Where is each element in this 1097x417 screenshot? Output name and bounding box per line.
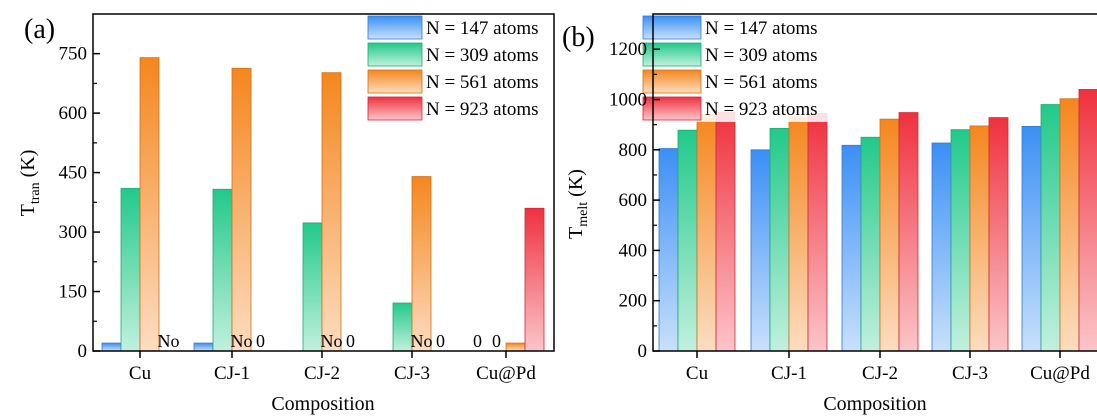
- bar-annotation-a-3: No: [321, 331, 343, 351]
- x-axis-title-a: Composition: [271, 393, 374, 415]
- bar-annotation-a-2: 0: [256, 331, 265, 351]
- legend-b: N = 147 atoms N = 309 atoms N = 561 atoms N…: [641, 14, 835, 122]
- x-tick-label-b-4: Cu@Pd: [1030, 363, 1090, 384]
- bar-a-cj-2-series-1: [302, 222, 323, 352]
- bar-b-cj-1-series-2: [788, 116, 809, 352]
- bar-a-cj-2-series-2: [321, 72, 342, 352]
- axes-b: 0 200 400 600 800 1000 1200 Cu CJ-1 CJ-2 CJ-3 Cu@Pd: [609, 39, 1090, 384]
- panel-b-marks: [658, 89, 1097, 352]
- bar-b-cj-3-series-3: [988, 117, 1009, 352]
- bar-b-cj-3-series-1: [950, 129, 971, 352]
- y-tick-label-b-5: 1000: [609, 90, 647, 111]
- legend-label-b-3: N = 923 atoms: [705, 99, 818, 120]
- legend-swatch-a-2: [367, 69, 423, 94]
- bar-b-cu-pd-series-0: [1021, 126, 1042, 352]
- y-tick-label-a-2: 300: [59, 222, 88, 243]
- bar-annotation-a-7: 0: [473, 331, 482, 351]
- legend-swatch-a-0: [367, 15, 423, 40]
- x-tick-label-b-0: Cu: [686, 363, 709, 384]
- bar-b-cu-series-0: [658, 148, 679, 352]
- plot-frame-a: [92, 13, 555, 352]
- panel-label-a: (a): [24, 14, 55, 45]
- legend-label-b-0: N = 147 atoms: [705, 18, 818, 39]
- bar-b-cj-3-series-0: [931, 142, 952, 352]
- y-tick-label-b-3: 600: [619, 190, 648, 211]
- bar-annotation-a-5: No: [411, 331, 433, 351]
- x-tick-label-a-0: Cu: [129, 363, 152, 384]
- bar-b-cj-1-series-3: [807, 112, 828, 352]
- legend-swatch-b-0: [642, 15, 702, 40]
- bar-a-cu-series-1: [120, 188, 141, 352]
- bar-b-cu-series-2: [696, 114, 717, 352]
- plot-frame-b: [652, 13, 1097, 352]
- y-tick-label-b-0: 0: [638, 341, 648, 362]
- bar-b-cj-2-series-1: [860, 136, 881, 352]
- bar-annotation-a-4: 0: [346, 331, 355, 351]
- x-axis-title-b: Composition: [823, 393, 926, 415]
- bar-b-cu-pd-series-2: [1059, 98, 1080, 352]
- y-tick-label-b-1: 200: [619, 291, 648, 312]
- bar-a-cj-1-series-1: [212, 188, 233, 352]
- x-tick-label-b-1: CJ-1: [771, 363, 807, 384]
- legend-swatch-b-1: [642, 42, 702, 67]
- legend-label-b-1: N = 309 atoms: [705, 45, 818, 66]
- x-tick-label-a-3: CJ-3: [394, 363, 430, 384]
- panel-label-b: (b): [562, 22, 595, 53]
- legend-label-a-0: N = 147 atoms: [426, 18, 539, 39]
- legend-label-b-2: N = 561 atoms: [705, 72, 818, 93]
- bar-annotation-a-0: No: [158, 331, 180, 351]
- y-tick-label-b-4: 800: [619, 140, 648, 161]
- bar-a-cu-series-2: [139, 57, 160, 352]
- y-tick-label-a-1: 150: [59, 282, 88, 303]
- bar-a-cj-3-series-1: [392, 302, 413, 352]
- bar-b-cj-1-series-0: [750, 149, 771, 352]
- bar-b-cu-pd-series-1: [1040, 104, 1061, 352]
- x-tick-label-b-3: CJ-3: [952, 363, 988, 384]
- legend-swatch-b-2: [642, 69, 702, 94]
- bar-a-cu-pd-series-3: [524, 207, 545, 352]
- x-tick-label-a-1: CJ-1: [214, 363, 250, 384]
- x-tick-label-a-2: CJ-2: [304, 363, 340, 384]
- y-axis-title-a: Ttran (K): [17, 150, 43, 217]
- bar-b-cj-3-series-2: [969, 125, 990, 352]
- legend-label-a-2: N = 561 atoms: [426, 72, 539, 93]
- bar-a-cj-3-series-2: [411, 176, 432, 352]
- y-tick-label-a-0: 0: [78, 341, 88, 362]
- bar-b-cu-series-3: [715, 111, 736, 352]
- axes-a: 0 150 300 450 600 750 Cu CJ-1 CJ-2 CJ-3 Cu@Pd: [59, 44, 537, 384]
- bar-a-cj-1-series-0: [193, 342, 214, 352]
- y-tick-label-a-5: 750: [59, 44, 88, 65]
- legend-a: N = 147 atoms N = 309 atoms N = 561 atoms N…: [366, 14, 554, 122]
- y-tick-label-a-4: 600: [59, 103, 88, 124]
- legend-swatch-a-1: [367, 42, 423, 67]
- bar-annotation-a-8: 0: [492, 331, 501, 351]
- bar-b-cj-2-series-2: [879, 118, 900, 352]
- chart-panel-b: (b) N = 147 atoms N = 309 atoms N = 561 at…: [562, 13, 1097, 415]
- bar-b-cu-series-1: [677, 129, 698, 352]
- y-tick-label-a-3: 450: [59, 163, 88, 184]
- legend-swatch-a-3: [367, 96, 423, 121]
- bar-b-cj-2-series-3: [898, 112, 919, 352]
- bar-a-cu-series-0: [101, 342, 122, 352]
- bar-annotation-a-1: No: [231, 331, 253, 351]
- bar-b-cj-1-series-1: [769, 128, 790, 352]
- legend-label-a-3: N = 923 atoms: [426, 99, 539, 120]
- bar-b-cj-2-series-0: [841, 144, 862, 352]
- legend-swatch-b-3: [642, 96, 702, 121]
- bar-b-cu-pd-series-3: [1078, 89, 1097, 352]
- y-tick-label-b-6: 1200: [609, 39, 647, 60]
- y-tick-label-b-2: 400: [619, 240, 648, 261]
- bar-annotation-a-6: 0: [436, 331, 445, 351]
- legend-label-a-1: N = 309 atoms: [426, 45, 539, 66]
- x-tick-label-b-2: CJ-2: [862, 363, 898, 384]
- y-axis-title-b: Tmelt (K): [565, 169, 591, 239]
- bar-a-cj-1-series-2: [231, 67, 252, 352]
- panel-a-marks: No No 0 No 0 No 0 0 0: [101, 57, 545, 352]
- bar-a-cu-pd-series-2: [505, 342, 526, 352]
- x-tick-label-a-4: Cu@Pd: [476, 363, 536, 384]
